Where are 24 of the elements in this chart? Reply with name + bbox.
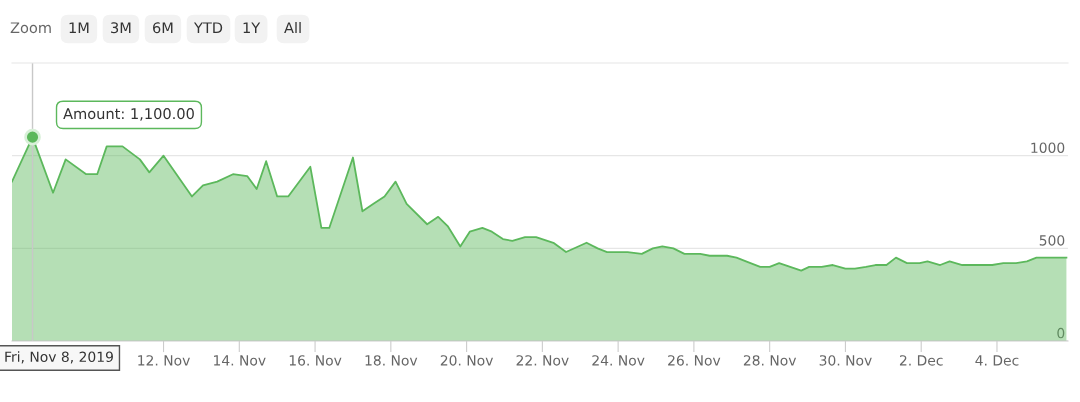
text: Zoom [10,22,51,34]
x-tick-label: 14. Nov [214,355,266,366]
y-tick-label: 1000 [1031,142,1065,153]
annotation: Amount: 1,100.00 [63,108,194,121]
x-tick-label: 28. Nov [743,355,797,366]
text: Fri, Nov 8, 2019 [5,351,113,364]
x-tick-label: 4. Dec [975,355,1019,366]
text: 6M [153,22,173,34]
text: YTD [193,22,223,34]
x-tick-label: 18. Nov [365,355,418,366]
x-tick-label: 22. Nov [516,355,569,366]
x-tick-label: 12. Nov [138,355,190,366]
x-tick-label: 2. Dec [899,355,943,366]
text: 1Y [243,22,261,34]
x-tick-label: 20. Nov [440,355,493,366]
y-tick-label: 0 [1057,327,1065,339]
text: 3M [111,22,131,34]
x-tick-label: 16. Nov [289,355,342,366]
x-tick-label: 30. Nov [819,355,872,366]
x-tick-label: 26. Nov [668,355,721,366]
text: All [284,21,301,34]
y-tick-label: 500 [1039,235,1065,246]
x-tick-label: 24. Nov [592,355,645,366]
text: 1M [69,22,89,34]
